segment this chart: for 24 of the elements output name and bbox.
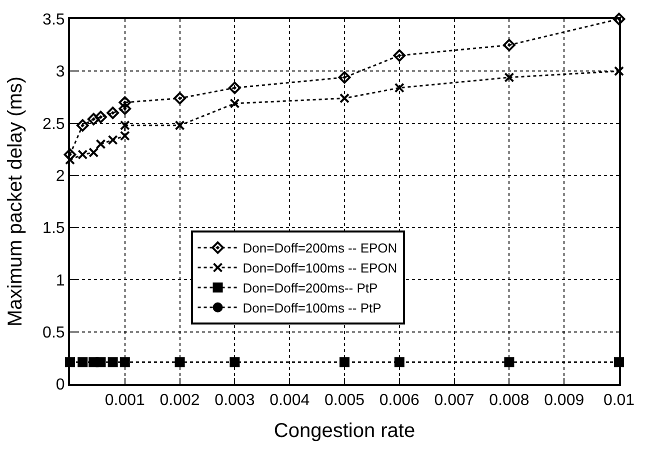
- y-tick-label: 2: [56, 168, 65, 186]
- x-tick-label: 0.001: [104, 392, 146, 410]
- x-tick-label: 0.006: [379, 392, 420, 410]
- legend-label: Don=Doff=200ms-- PtP: [242, 280, 378, 296]
- y-tick-label: 0: [56, 376, 65, 394]
- y-tick-label: 3: [56, 64, 65, 81]
- y-axis-title: Maximum packet delay (ms): [4, 76, 27, 327]
- x-tick-label: 0.003: [214, 392, 255, 410]
- legend-label: Don=Doff=100ms -- EPON: [242, 260, 398, 276]
- y-tick-label: 1.5: [42, 220, 65, 238]
- y-tick-label: 1: [56, 272, 65, 290]
- x-tick-label: 0.01: [603, 392, 635, 410]
- y-tick-label: 3.5: [42, 12, 65, 29]
- x-axis-title: Congestion rate: [274, 420, 416, 442]
- legend-label: Don=Doff=100ms -- PtP: [242, 300, 382, 316]
- x-tick-label: 0.008: [489, 392, 530, 410]
- x-tick-label: 0.005: [324, 392, 365, 410]
- x-tick-label: 0.004: [270, 392, 310, 410]
- x-tick-label: 0.009: [544, 392, 584, 410]
- y-tick-label: 0.5: [42, 324, 65, 342]
- y-tick-label: 2.5: [42, 116, 65, 133]
- x-tick-label: 0.007: [434, 392, 474, 410]
- legend-label: Don=Doff=200ms -- EPON: [242, 240, 398, 256]
- x-tick-label: 0.002: [160, 392, 200, 410]
